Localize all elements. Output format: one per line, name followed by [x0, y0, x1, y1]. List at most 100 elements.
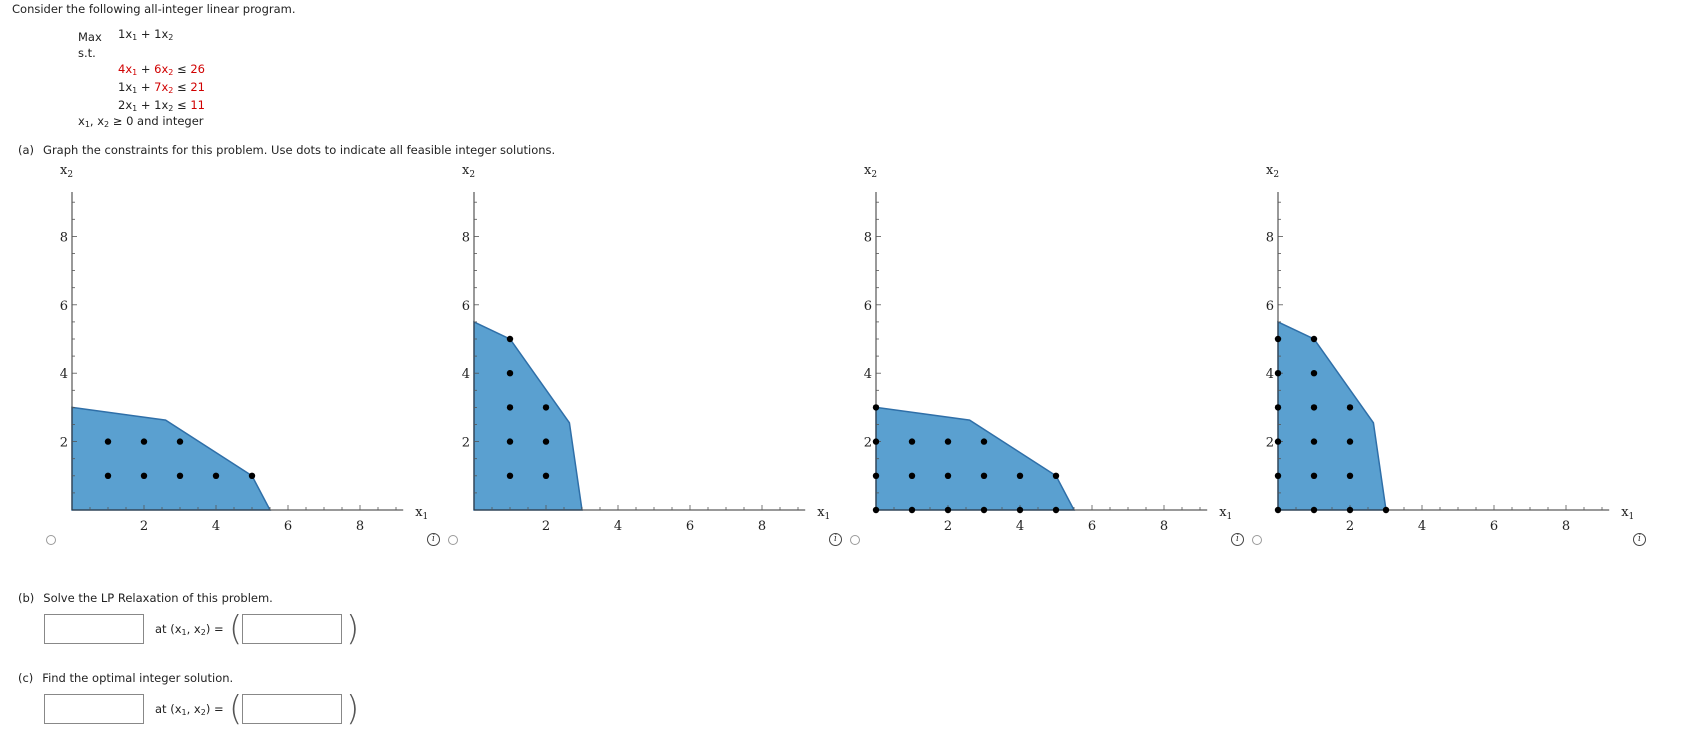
- graph-option-4-radio[interactable]: [1252, 535, 1262, 545]
- part-c-prompt: (c) Find the optimal integer solution.: [18, 671, 234, 685]
- integer-point: [908, 506, 916, 514]
- graph-1-info-icon[interactable]: i: [427, 533, 440, 546]
- integer-point: [872, 404, 880, 411]
- x-tick-label: 6: [1490, 519, 1498, 534]
- integer-point: [1274, 506, 1282, 514]
- feasible-region: [71, 406, 272, 511]
- integer-point: [248, 472, 256, 479]
- y-tick-label: 8: [462, 230, 470, 245]
- integer-point: [1310, 404, 1318, 411]
- integer-point: [872, 472, 880, 479]
- graph-option-3-radio[interactable]: [850, 535, 860, 545]
- x-tick-label: 4: [1418, 519, 1426, 534]
- x-tick-label: 8: [1160, 519, 1168, 534]
- integer-point: [908, 438, 916, 445]
- lp-relaxation-value-input[interactable]: [44, 614, 144, 644]
- integer-point: [1274, 472, 1282, 479]
- graph-option-1: 2 4 6 8 2 4 6 8 x1 x2: [22, 163, 429, 540]
- x-axis-title: x1: [1621, 505, 1634, 522]
- x-tick-label: 8: [1562, 519, 1570, 534]
- y-tick-label: 4: [1266, 367, 1274, 382]
- integer-point: [140, 472, 148, 479]
- y-axis-title: x2: [60, 163, 73, 180]
- constraint-row: 4x1 + 6x2 ≤ 26: [118, 62, 205, 77]
- y-tick-label: 8: [60, 230, 68, 245]
- y-axis-title: x2: [462, 163, 475, 180]
- part-b-prompt: (b) Solve the LP Relaxation of this probl…: [18, 591, 273, 605]
- integer-point: [908, 472, 916, 479]
- graph-option-3: 2 4 6 8 2 4 6 8 x1 x2: [826, 163, 1233, 540]
- integer-point: [1310, 370, 1318, 377]
- integer-point: [1346, 404, 1354, 411]
- y-tick-label: 6: [60, 299, 68, 314]
- objective-function: 1x1 + 1x2: [118, 27, 174, 42]
- y-tick-label: 4: [462, 367, 470, 382]
- x-tick-label: 2: [542, 519, 550, 534]
- intro-text: Consider the following all-integer linea…: [12, 2, 296, 16]
- x-tick-label: 2: [140, 519, 148, 534]
- integer-point: [1016, 506, 1024, 514]
- integer-point: [542, 404, 550, 411]
- integer-solution-point-input[interactable]: [242, 694, 342, 724]
- st-keyword: s.t.: [78, 46, 96, 60]
- integer-point: [980, 472, 988, 479]
- part-b-left-paren: (: [229, 609, 243, 649]
- y-axis-title: x2: [864, 163, 877, 180]
- graph-option-2-radio[interactable]: [448, 535, 458, 545]
- y-tick-label: 2: [864, 436, 872, 451]
- integer-point: [1052, 472, 1060, 479]
- integer-point: [1274, 370, 1282, 377]
- integer-point: [1346, 506, 1354, 514]
- x-tick-label: 6: [686, 519, 694, 534]
- integer-point: [1274, 335, 1282, 343]
- integer-point: [1310, 472, 1318, 479]
- part-c-at-label: at (x1, x2) =: [155, 702, 224, 717]
- feasible-region: [1277, 320, 1387, 511]
- integer-point: [506, 438, 514, 445]
- integer-point: [1346, 472, 1354, 479]
- graph-3-info-icon[interactable]: i: [1231, 533, 1244, 546]
- integer-point: [944, 506, 952, 514]
- integer-point: [1274, 404, 1282, 411]
- y-tick-label: 8: [1266, 230, 1274, 245]
- graph-2-info-icon[interactable]: i: [829, 533, 842, 546]
- integer-point: [944, 472, 952, 479]
- x-tick-label: 2: [944, 519, 952, 534]
- integer-point: [1310, 438, 1318, 445]
- part-b-at-label: at (x1, x2) =: [155, 622, 224, 637]
- graph-4-svg: 2 4 6 8 2 4 6 8 x1 x2: [1266, 163, 1635, 534]
- integer-point: [980, 506, 988, 514]
- lp-relaxation-point-input[interactable]: [242, 614, 342, 644]
- integer-point: [506, 335, 514, 343]
- part-c-left-paren: (: [229, 689, 243, 729]
- graph-option-1-radio[interactable]: [46, 535, 56, 545]
- y-tick-label: 8: [864, 230, 872, 245]
- y-tick-label: 4: [60, 367, 68, 382]
- feasible-region: [473, 320, 583, 511]
- integer-point: [1274, 438, 1282, 445]
- x-tick-label: 6: [284, 519, 292, 534]
- x-tick-label: 6: [1088, 519, 1096, 534]
- nonneg-constraint: x1, x2 ≥ 0 and integer: [78, 114, 204, 129]
- y-tick-label: 6: [1266, 299, 1274, 314]
- x-tick-label: 8: [356, 519, 364, 534]
- integer-point: [140, 438, 148, 445]
- integer-point: [1346, 438, 1354, 445]
- graph-option-4: 2 4 6 8 2 4 6 8 x1 x2: [1228, 163, 1635, 540]
- objective-term: 1x1: [118, 27, 138, 42]
- graph-4-info-icon[interactable]: i: [1633, 533, 1646, 546]
- integer-point: [104, 472, 112, 479]
- y-tick-label: 6: [864, 299, 872, 314]
- integer-point: [542, 472, 550, 479]
- integer-point: [506, 404, 514, 411]
- integer-point: [176, 472, 184, 479]
- x-tick-label: 8: [758, 519, 766, 534]
- part-c-right-paren: ): [346, 689, 360, 729]
- part-a-prompt: (a) Graph the constraints for this proble…: [18, 143, 556, 157]
- integer-solution-value-input[interactable]: [44, 694, 144, 724]
- y-tick-label: 2: [1266, 436, 1274, 451]
- y-tick-label: 2: [462, 436, 470, 451]
